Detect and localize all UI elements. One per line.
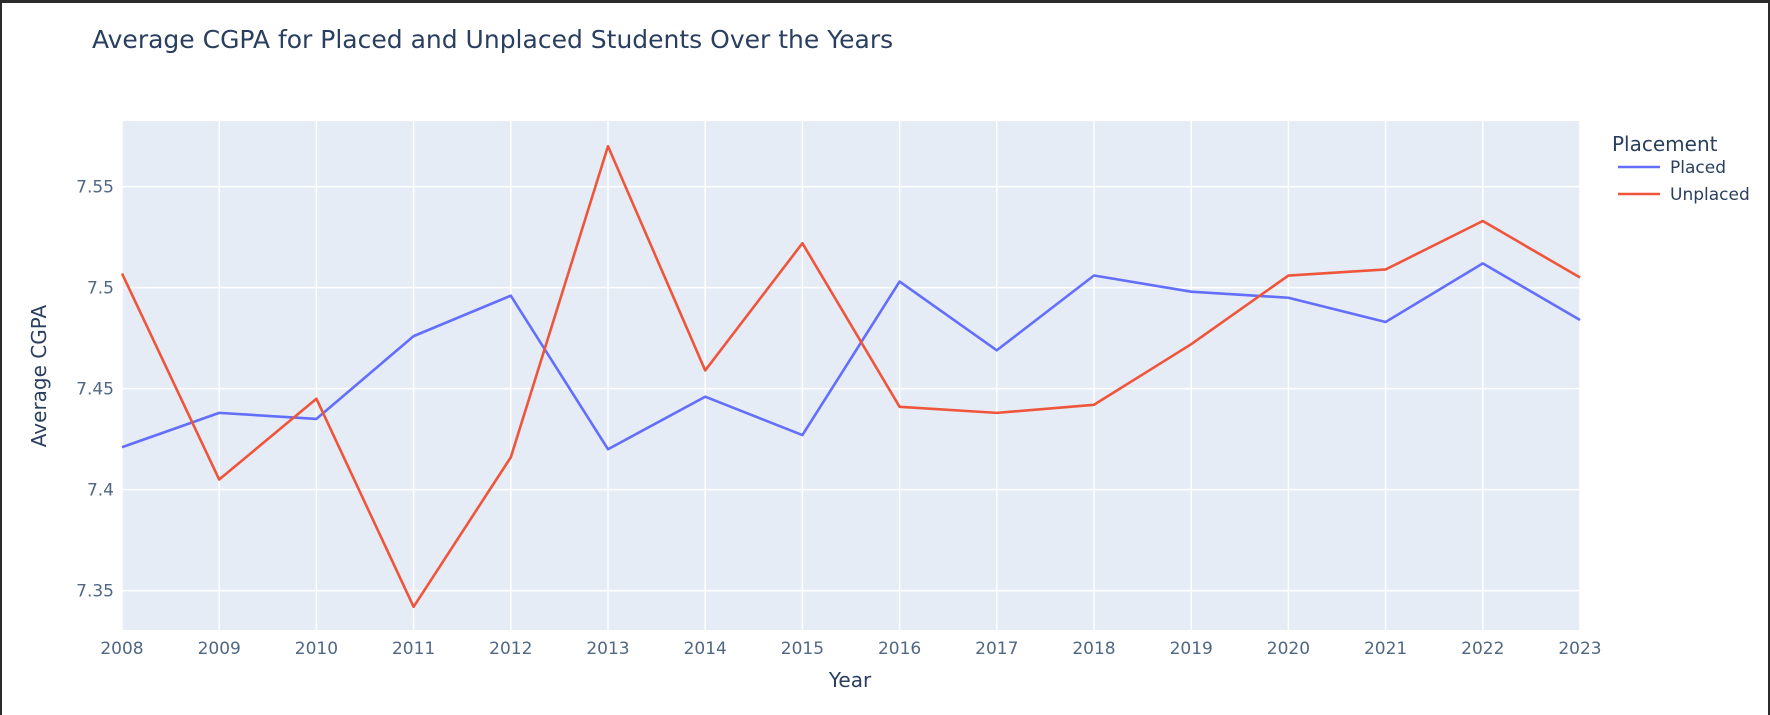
line-chart: Average CGPA for Placed and Unplaced Stu… — [27, 25, 1750, 692]
x-tick-label: 2013 — [586, 639, 629, 659]
chart-card: Average CGPA for Placed and Unplaced Stu… — [2, 3, 1768, 715]
legend-title: Placement — [1612, 132, 1718, 156]
x-axis-title: Year — [828, 668, 872, 692]
x-tick-label: 2009 — [198, 639, 241, 659]
y-tick-label: 7.5 — [87, 279, 114, 299]
chart-title: Average CGPA for Placed and Unplaced Stu… — [92, 25, 893, 54]
legend-label: Placed — [1670, 158, 1726, 178]
y-tick-label: 7.45 — [76, 380, 114, 400]
x-tick-label: 2010 — [295, 639, 338, 659]
x-tick-label: 2015 — [781, 639, 824, 659]
series-line-placed — [121, 262, 1581, 451]
x-tick-label: 2017 — [975, 639, 1018, 659]
y-axis-title: Average CGPA — [27, 304, 51, 447]
x-tick-label: 2011 — [392, 639, 435, 659]
x-tick-label: 2023 — [1558, 639, 1601, 659]
x-tick-label: 2012 — [489, 639, 532, 659]
x-tick-label: 2020 — [1267, 639, 1310, 659]
y-tick-label: 7.35 — [76, 582, 114, 602]
x-tick-label: 2022 — [1461, 639, 1504, 659]
legend: Placement Placed Unplaced — [1612, 132, 1750, 205]
x-tick-label: 2019 — [1170, 639, 1213, 659]
y-tick-label: 7.4 — [87, 481, 114, 501]
y-tick-label: 7.55 — [76, 178, 114, 198]
series-line-unplaced — [120, 144, 1581, 609]
legend-label: Unplaced — [1670, 185, 1750, 205]
series-lines — [120, 144, 1581, 609]
gridlines — [121, 121, 1581, 630]
x-tick-label: 2014 — [684, 639, 727, 659]
x-tick-label: 2021 — [1364, 639, 1407, 659]
x-axis-ticks: 2008 2009 2010 2011 2012 2013 2014 2015 2016 2017… — [100, 639, 1601, 659]
x-tick-label: 2016 — [878, 639, 921, 659]
y-axis-ticks: 7.35 7.4 7.45 7.5 7.55 — [76, 178, 114, 602]
x-tick-label: 2018 — [1072, 639, 1115, 659]
plot-area — [122, 121, 1580, 630]
x-tick-label: 2008 — [100, 639, 143, 659]
